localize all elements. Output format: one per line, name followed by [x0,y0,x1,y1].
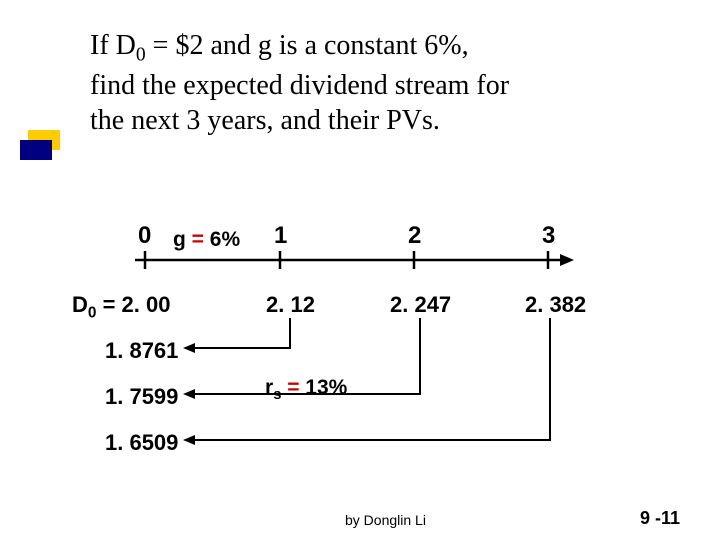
tick-2: 2 [408,222,421,250]
rs-label: rs = 13% [265,376,347,403]
g-pre: g [173,228,192,251]
author: by Donglin Li [345,512,426,528]
pv2: 1. 7599 [105,384,178,410]
tick-1: 1 [274,222,287,250]
d0-suf: = 2. 00 [96,292,170,317]
pv3: 1. 6509 [105,430,178,456]
slide-title: If D0 = $2 and g is a constant 6%, find … [90,28,650,138]
pv1: 1. 8761 [105,338,178,364]
g-suf: 6% [204,228,240,251]
title-sub: 0 [136,45,146,66]
tick-3: 3 [542,222,555,250]
title-line2: find the expected dividend stream for [90,70,509,101]
bullet-navy [20,140,52,160]
d3-value: 2. 382 [525,292,586,318]
title-line1a: If D [90,30,136,61]
d2-value: 2. 247 [390,292,451,318]
page-number: 9 -11 [640,508,680,529]
title-line1b: = $2 and g is a constant 6%, [146,30,469,61]
d0-label: D0 = 2. 00 [72,292,170,322]
title-line3: the next 3 years, and their PVs. [90,105,440,136]
d1-value: 2. 12 [266,292,315,318]
rs-val: 13% [305,376,347,399]
tick-0: 0 [138,222,151,250]
d0-pre: D [72,292,88,317]
g-eq: = [192,228,204,251]
rs-pre: r [265,376,273,399]
rs-eq: = [281,376,305,399]
growth-label: g = 6% [173,228,240,252]
